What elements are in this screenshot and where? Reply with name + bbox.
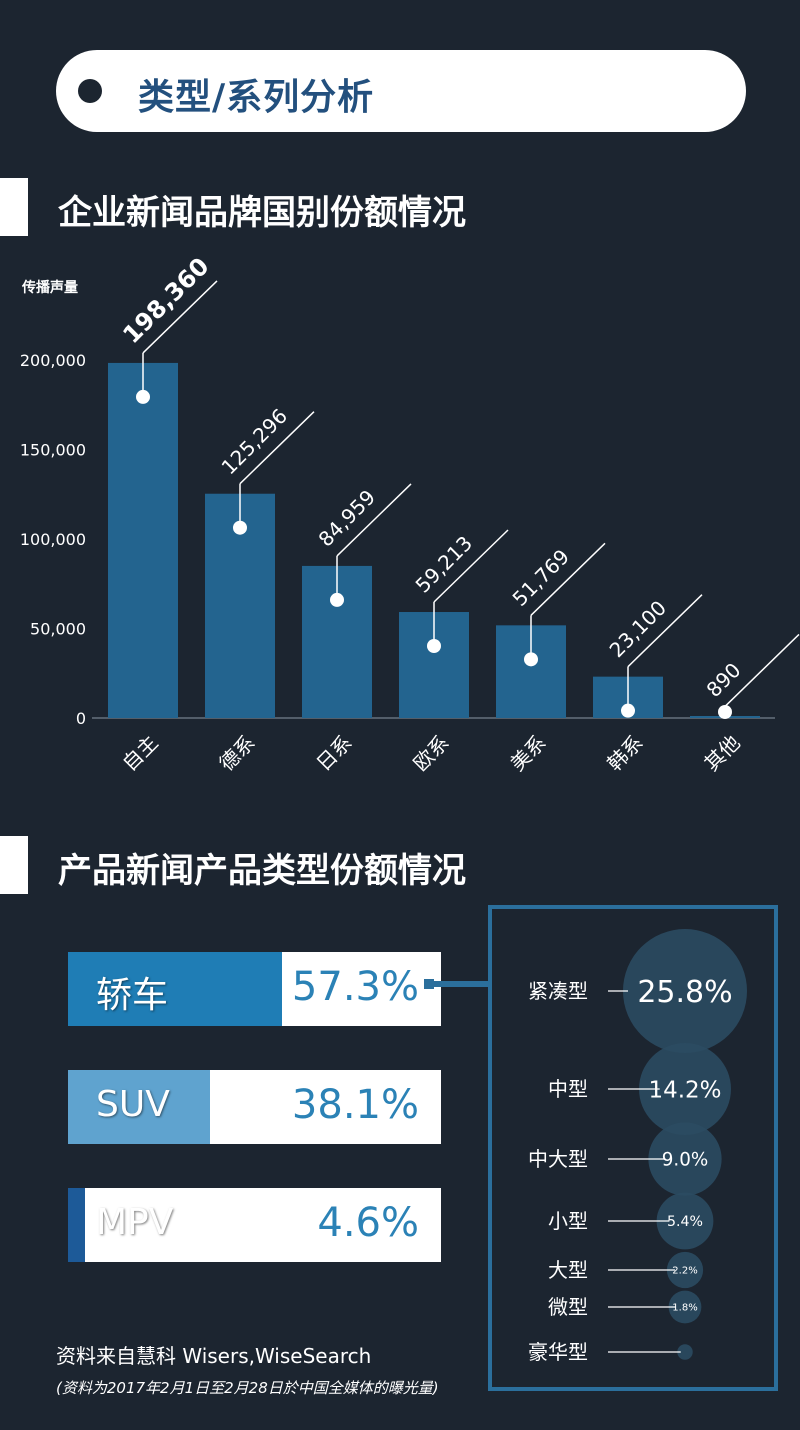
product-type-label: 轿车 [96, 975, 169, 1016]
section-marker-bar [0, 836, 28, 894]
product-type-fill [68, 952, 282, 1026]
category-label: 自主 [117, 730, 162, 775]
category-label: 日系 [311, 730, 356, 775]
data-note: (资料为2017年2月1日至2月28日於中国全媒体的曝光量) [56, 1379, 439, 1397]
leader-line [142, 280, 218, 354]
subtype-value: 25.8% [637, 975, 732, 1010]
category-label: 德系 [214, 730, 259, 775]
connector-end [424, 979, 434, 989]
subtype-bubble [648, 1122, 722, 1196]
leader-line [627, 594, 703, 668]
brand-share-title: 企业新闻品牌国别份额情况 [58, 193, 466, 233]
subtype-label: 豪华型 [528, 1340, 588, 1364]
y-tick-label: 100,000 [20, 530, 86, 549]
bar-marker [136, 389, 150, 404]
leader-line [239, 411, 315, 485]
y-axis-title: 传播声量 [21, 279, 78, 296]
product-type-bar: 轿车 57.3% [68, 952, 441, 1026]
subtype-label: 紧凑型 [528, 979, 588, 1003]
product-type-percent: 4.6% [317, 1200, 419, 1246]
subtype-value: 5.4% [667, 1214, 703, 1230]
category-label: 其他 [699, 730, 744, 775]
leader-line [724, 633, 800, 707]
value-label: 51,769 [508, 544, 574, 610]
data-source: 资料来自慧科 Wisers,WiseSearch [56, 1344, 372, 1368]
subtype-value: 14.2% [648, 1077, 721, 1103]
subtype-label: 微型 [548, 1295, 588, 1319]
subtype-bubble [677, 1344, 693, 1360]
product-type-percent: 57.3% [291, 964, 419, 1010]
category-label: 欧系 [408, 730, 453, 775]
leader-line [530, 542, 606, 616]
subtype-bubble [639, 1043, 731, 1135]
product-type-percent: 38.1% [291, 1082, 419, 1128]
subtype-label: 中型 [548, 1077, 588, 1101]
value-label: 59,213 [411, 531, 477, 597]
subtype-bubble [668, 1290, 702, 1324]
value-label: 125,296 [217, 404, 292, 479]
subtype-bubble [623, 929, 747, 1053]
section-marker-bar [0, 178, 28, 236]
subtype-label: 中大型 [528, 1147, 588, 1171]
brand-country-bar-chart: 传播声量 0 50,000 100,000 150,000 200,000 198,360 自… [20, 252, 800, 776]
subtype-label: 大型 [548, 1258, 588, 1282]
value-label: 84,959 [314, 485, 380, 551]
page-title: 类型/系列分析 [138, 77, 375, 118]
subtype-bubble [666, 1251, 704, 1289]
subtype-value: 1.8% [672, 1303, 697, 1314]
subtype-value: 9.0% [662, 1150, 708, 1171]
connector-line [426, 981, 490, 987]
value-label: 23,100 [605, 596, 671, 662]
y-tick-label: 0 [76, 709, 86, 728]
product-type-fill [68, 1188, 86, 1262]
sedan-subtype-panel: 紧凑型 25.8% 中型 14.2% 中大型 9.0% 小型 5.4% 大型 2.2% 微型 1.8%… [488, 905, 778, 1391]
value-label: 198,360 [117, 252, 214, 349]
product-type-label: MPV [96, 1202, 174, 1243]
product-type-share-title: 产品新闻产品类型份额情况 [58, 851, 466, 891]
leader-line [336, 483, 412, 557]
y-tick-label: 150,000 [20, 441, 86, 460]
bar [108, 362, 178, 718]
category-label: 美系 [505, 730, 550, 775]
bullet-dot [78, 79, 102, 103]
subtype-value: 2.2% [672, 1266, 697, 1277]
subtype-label: 小型 [548, 1209, 588, 1233]
y-tick-label: 50,000 [30, 620, 86, 639]
sedan-subtype-bubbles: 紧凑型 25.8% 中型 14.2% 中大型 9.0% 小型 5.4% 大型 2.2% 微型 1.8%… [528, 929, 747, 1364]
category-label: 韩系 [602, 730, 647, 775]
product-type-bar: MPV 4.6% [68, 1188, 441, 1262]
value-label: 890 [702, 658, 746, 702]
section-header-pill: 类型/系列分析 [56, 50, 746, 132]
product-type-bar: SUV 38.1% [68, 1070, 441, 1144]
y-tick-label: 200,000 [20, 351, 86, 370]
subtype-bubble [656, 1192, 714, 1250]
leader-line [433, 529, 509, 603]
product-type-fill [68, 1070, 211, 1144]
product-type-label: SUV [96, 1084, 170, 1125]
